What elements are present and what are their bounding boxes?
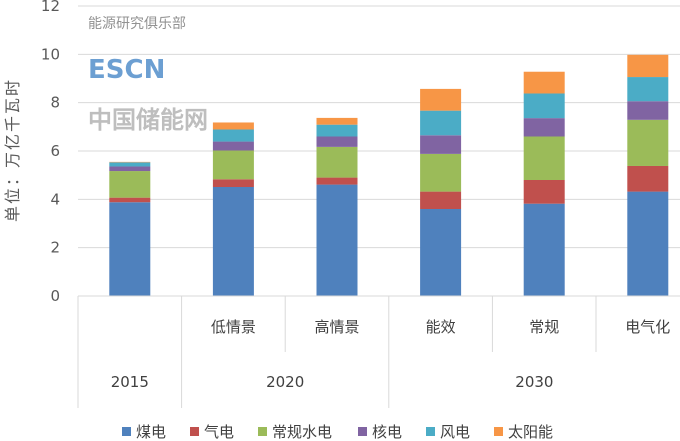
y-tick-label: 2 bbox=[50, 239, 60, 257]
bar-segment-风电 bbox=[109, 162, 151, 167]
bar-segment-核电 bbox=[627, 101, 669, 120]
y-tick-label: 4 bbox=[50, 190, 60, 208]
bar-segment-太阳能 bbox=[523, 71, 565, 94]
legend-label: 风电 bbox=[440, 423, 470, 441]
bar-segment-核电 bbox=[420, 135, 462, 154]
watermark-account: 能源研究俱乐部 bbox=[88, 16, 186, 32]
gridlines bbox=[78, 5, 680, 297]
legend-swatch bbox=[358, 427, 367, 436]
bar-segment-煤电 bbox=[420, 209, 462, 296]
legend-label: 核电 bbox=[372, 423, 402, 441]
y-tick-label: 0 bbox=[50, 287, 60, 305]
y-axis-ticks: 0 2 4 6 8 10 12 bbox=[41, 0, 60, 305]
bar-segment-太阳能 bbox=[212, 122, 254, 130]
watermark-brand: ESCN bbox=[88, 55, 165, 85]
group-label: 2030 bbox=[515, 373, 553, 391]
group-label: 2015 bbox=[111, 373, 149, 391]
bar-segment-煤电 bbox=[627, 191, 669, 296]
legend: 煤电 气电 常规水电 核电 风电 太阳能 bbox=[122, 423, 553, 441]
bar-segment-核电 bbox=[109, 166, 151, 172]
legend-swatch bbox=[122, 427, 131, 436]
bar-segment-常规水电 bbox=[420, 153, 462, 192]
bar-segment-核电 bbox=[212, 141, 254, 151]
legend-swatch bbox=[258, 427, 267, 436]
group-label: 2020 bbox=[266, 373, 304, 391]
bar-segment-气电 bbox=[109, 197, 151, 203]
legend-label: 煤电 bbox=[136, 423, 166, 441]
bar-segment-风电 bbox=[627, 77, 669, 102]
bar-segment-气电 bbox=[627, 165, 669, 192]
bar-segment-常规水电 bbox=[109, 171, 151, 198]
bar-segment-风电 bbox=[316, 124, 358, 137]
bar-segment-气电 bbox=[523, 180, 565, 204]
category-label: 电气化 bbox=[625, 318, 670, 336]
bar-segment-气电 bbox=[316, 177, 358, 185]
watermark-site: 中国储能网 bbox=[88, 106, 208, 134]
category-label: 能效 bbox=[426, 318, 456, 336]
bar-segment-常规水电 bbox=[316, 146, 358, 178]
bar-segment-煤电 bbox=[212, 187, 254, 296]
x-axis: 低情景 高情景 能效 常规 电气化 2015 2020 2030 bbox=[77, 295, 680, 408]
bar-segment-太阳能 bbox=[316, 117, 358, 125]
bar-segment-常规水电 bbox=[627, 119, 669, 166]
bar-segment-煤电 bbox=[523, 203, 565, 296]
bar-segment-核电 bbox=[316, 136, 358, 147]
bar-segment-风电 bbox=[523, 93, 565, 119]
category-label: 低情景 bbox=[211, 318, 256, 336]
bar-segment-常规水电 bbox=[212, 150, 254, 180]
legend-swatch bbox=[190, 427, 199, 436]
y-tick-label: 10 bbox=[41, 45, 60, 63]
legend-label: 常规水电 bbox=[272, 423, 332, 441]
bar-segment-核电 bbox=[523, 118, 565, 137]
bar-segment-常规水电 bbox=[523, 136, 565, 180]
bar-segment-太阳能 bbox=[420, 88, 462, 111]
watermark: 能源研究俱乐部 ESCN 中国储能网 bbox=[88, 16, 208, 134]
category-label: 高情景 bbox=[314, 318, 359, 336]
bar-segment-风电 bbox=[420, 110, 462, 136]
legend-label: 太阳能 bbox=[508, 423, 553, 441]
y-tick-label: 6 bbox=[50, 142, 60, 160]
bars bbox=[109, 54, 669, 296]
legend-label: 气电 bbox=[204, 423, 234, 441]
bar-segment-煤电 bbox=[109, 202, 151, 296]
bar-segment-煤电 bbox=[316, 184, 358, 296]
bar-segment-气电 bbox=[212, 179, 254, 188]
y-tick-label: 8 bbox=[50, 94, 60, 112]
y-tick-label: 12 bbox=[41, 0, 60, 15]
bar-segment-太阳能 bbox=[627, 54, 669, 78]
legend-swatch bbox=[426, 427, 435, 436]
bar-segment-风电 bbox=[212, 129, 254, 142]
y-axis-label: 单位：万亿千瓦时 bbox=[3, 78, 22, 222]
legend-swatch bbox=[494, 427, 503, 436]
bar-segment-气电 bbox=[420, 191, 462, 209]
category-label: 常规 bbox=[529, 318, 559, 336]
